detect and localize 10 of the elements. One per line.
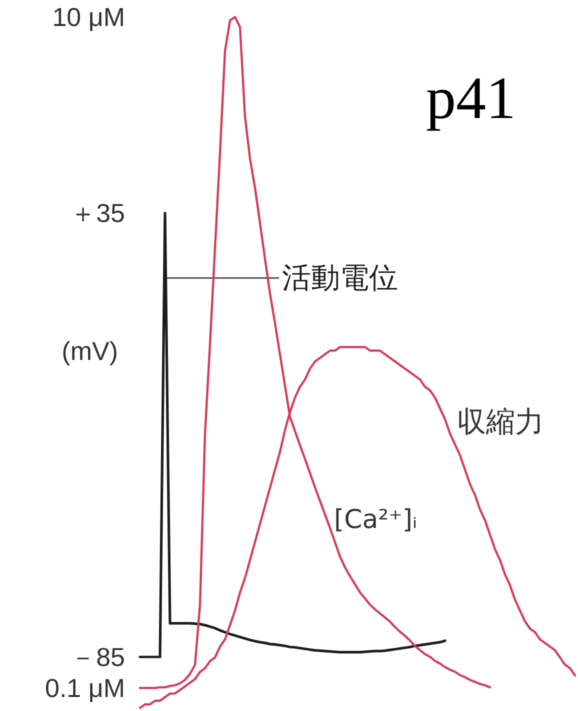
y-tick-label: 0.1 μM xyxy=(44,673,125,703)
series-label: 収縮力 xyxy=(457,404,544,438)
annotation: p41 xyxy=(426,65,516,131)
y-tick-label: 10 μM xyxy=(52,2,125,32)
line-series xyxy=(138,212,446,658)
text: 活動電位 xyxy=(282,260,398,294)
y-tick-label: ＋35 xyxy=(70,198,125,228)
y-tick-label: －85 xyxy=(70,642,125,672)
series-label: [Ca²⁺]ᵢ xyxy=(334,505,418,535)
y-axis-title: (mV) xyxy=(62,336,118,366)
